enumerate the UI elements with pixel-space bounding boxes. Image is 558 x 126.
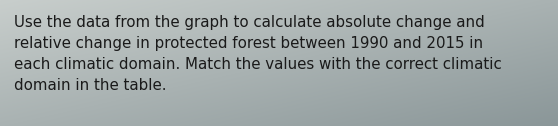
Text: Use the data from the graph to calculate absolute change and
relative change in : Use the data from the graph to calculate… — [14, 15, 502, 93]
